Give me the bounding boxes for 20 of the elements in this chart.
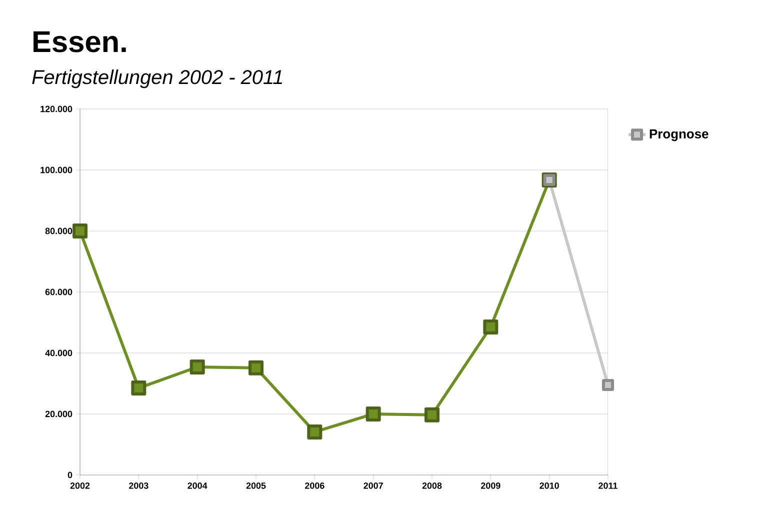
y-tick-label: 80.000 <box>45 228 72 234</box>
y-tick-label: 120.000 <box>40 106 72 112</box>
chart-title: Essen. <box>34 31 126 52</box>
chart-subtitle: Fertigstellungen 2002 - 2011 <box>32 70 282 88</box>
x-tick-label: 2009 <box>481 482 500 489</box>
x-tick-label: 2010 <box>540 482 559 489</box>
y-tick-label: 100.000 <box>40 166 72 174</box>
x-tick-label: 2004 <box>188 482 208 489</box>
legend-label: Prognose <box>650 129 708 142</box>
x-tick-label: 2005 <box>246 482 266 489</box>
y-tick-label: 60.000 <box>45 288 72 296</box>
x-tick-label: 2003 <box>129 482 148 489</box>
x-tick-label: 2008 <box>422 482 442 489</box>
x-tick-label: 2002 <box>70 482 90 489</box>
x-tick-label: 2011 <box>598 482 618 489</box>
x-tick-label: 2007 <box>364 482 383 489</box>
y-tick-label: 20.000 <box>45 410 72 418</box>
x-tick-label: 2006 <box>305 482 324 489</box>
y-tick-label: 40.000 <box>45 350 72 356</box>
y-tick-label: 0 <box>68 472 72 478</box>
